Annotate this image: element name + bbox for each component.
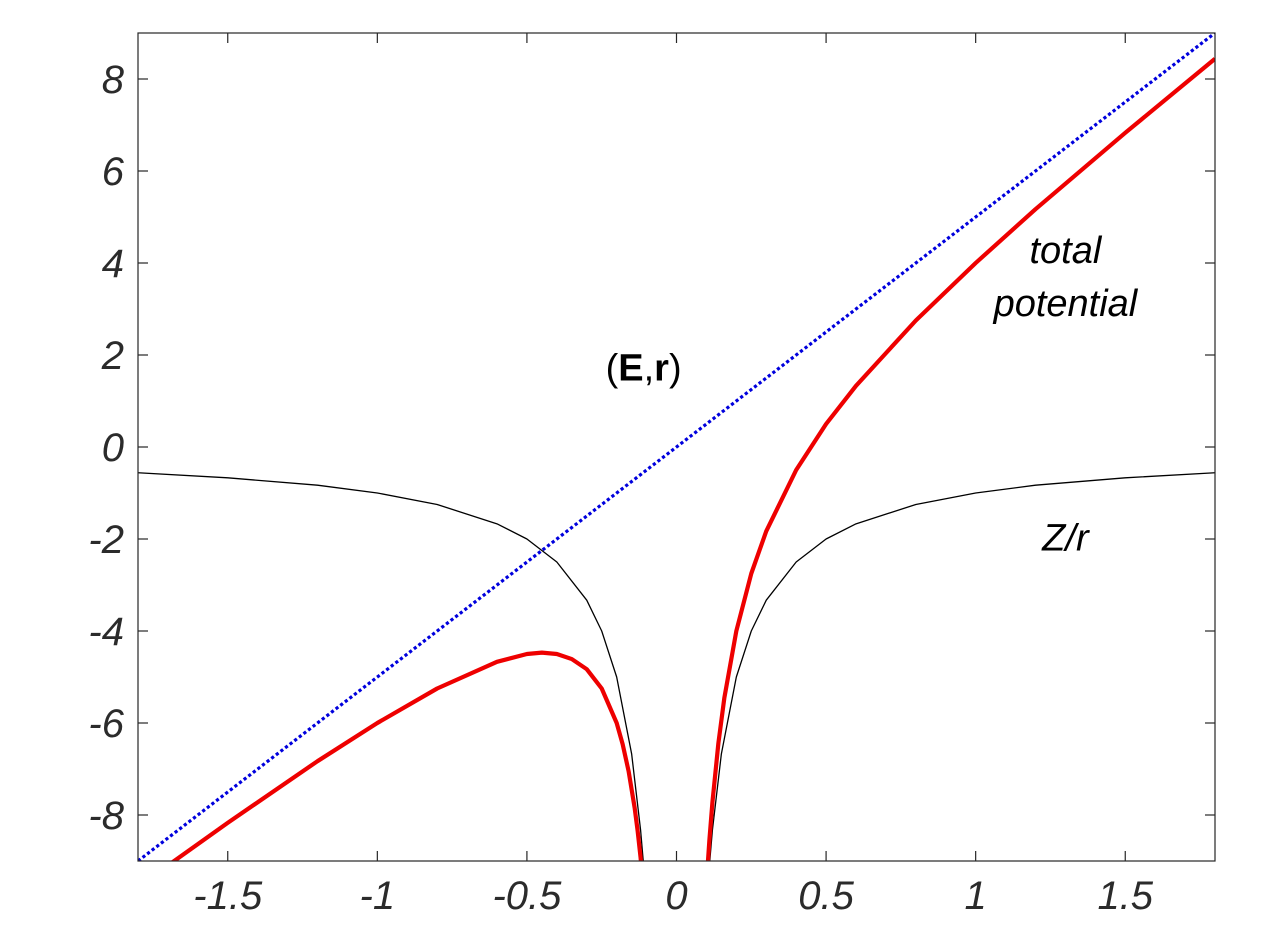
- y-tick-label: -8: [88, 794, 124, 838]
- y-tick-label: -2: [88, 518, 124, 562]
- annotation-field-label: (E,r): [606, 347, 682, 389]
- x-tick-label: -1: [360, 874, 396, 918]
- series-line-total-2: [705, 57, 1215, 861]
- series-line-total-1: [170, 650, 644, 861]
- x-tick-label: 1.5: [1097, 874, 1153, 918]
- y-tick-label: 2: [101, 334, 124, 378]
- y-tick-label: 4: [102, 242, 124, 286]
- y-tick-label: 8: [102, 58, 125, 102]
- series-line-coulomb-1: [138, 472, 644, 861]
- series-line-field-1: [138, 33, 1215, 861]
- x-tick-label: 0.5: [798, 874, 854, 918]
- annotation-coulomb-label: Z/r: [1041, 518, 1090, 560]
- ticks-layer: [138, 33, 1215, 861]
- y-tick-label: -4: [88, 610, 124, 654]
- y-tick-label: 6: [102, 150, 125, 194]
- tick-labels-layer: -1.5 -1 -0.5 0 0.5 1 1.5 -8 -6 -4 -2 0 2 4 6 8: [88, 58, 1153, 918]
- annotation-total-line2: potential: [993, 283, 1139, 325]
- x-tick-label: -1.5: [193, 874, 263, 918]
- x-tick-label: 0: [665, 874, 687, 918]
- series-line-coulomb-2: [709, 472, 1215, 861]
- y-tick-label: -6: [88, 702, 124, 746]
- x-tick-label: 1: [965, 874, 987, 918]
- series-layer: [138, 33, 1215, 861]
- annotation-total-line1: total: [1029, 230, 1102, 272]
- x-tick-label: -0.5: [492, 874, 562, 918]
- y-tick-label: 0: [102, 426, 124, 470]
